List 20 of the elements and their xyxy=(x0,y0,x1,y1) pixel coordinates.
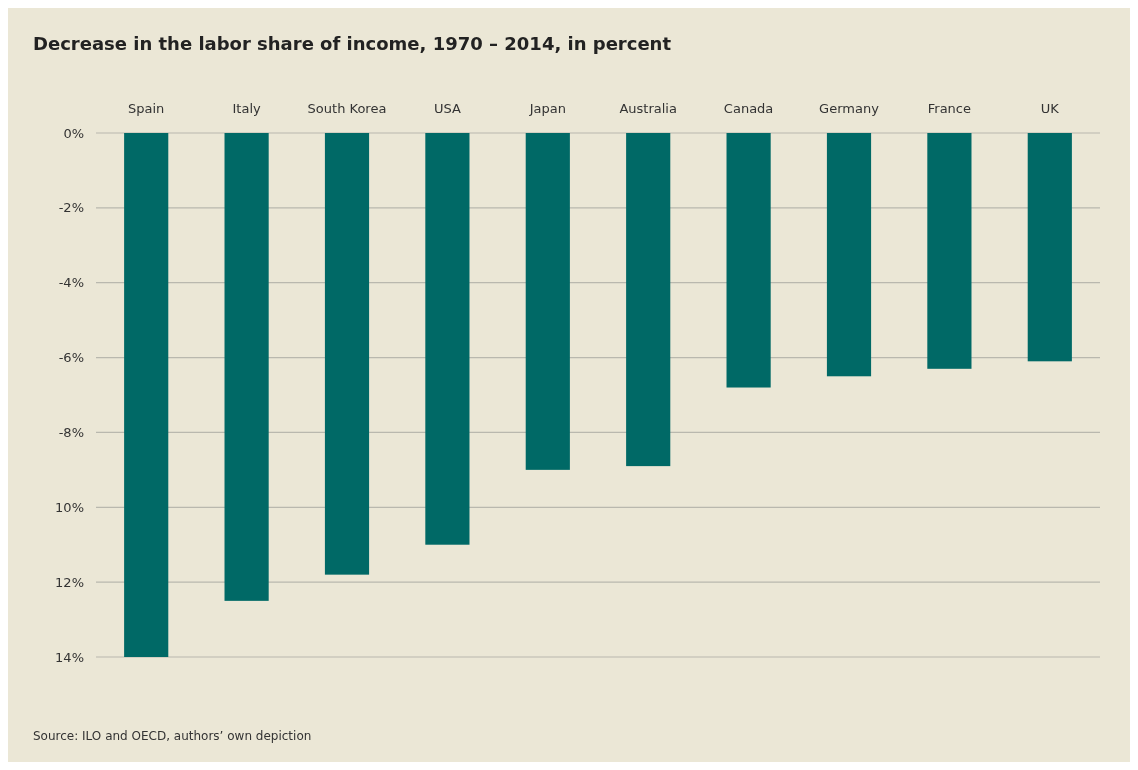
x-tick-label: USA xyxy=(433,101,461,116)
x-tick-label: UK xyxy=(1040,101,1060,116)
x-tick-label: France xyxy=(927,101,972,116)
y-tick-label: -6% xyxy=(58,350,84,366)
x-tick-label: Canada xyxy=(723,101,774,116)
y-tick-label: -2% xyxy=(58,200,84,216)
x-tick-label: Spain xyxy=(128,101,165,116)
x-tick-label: South Korea xyxy=(307,101,387,116)
y-tick-label: -8% xyxy=(58,424,84,440)
x-tick-label: Japan xyxy=(528,101,566,116)
y-tick-label: 10% xyxy=(55,499,84,515)
x-tick-label: Italy xyxy=(232,101,262,116)
y-tick-label: 0% xyxy=(63,125,84,141)
x-tick-label: Australia xyxy=(619,101,677,116)
chart-title: Decrease in the labor share of income, 1970 – 2014, in percent xyxy=(33,33,672,54)
y-tick-label: 14% xyxy=(55,649,84,665)
source-note: Source: ILO and OECD, authors’ own depiction xyxy=(33,729,312,743)
y-tick-label: 12% xyxy=(55,574,84,590)
y-tick-label: -4% xyxy=(58,275,84,291)
x-tick-label: Germany xyxy=(819,101,880,116)
